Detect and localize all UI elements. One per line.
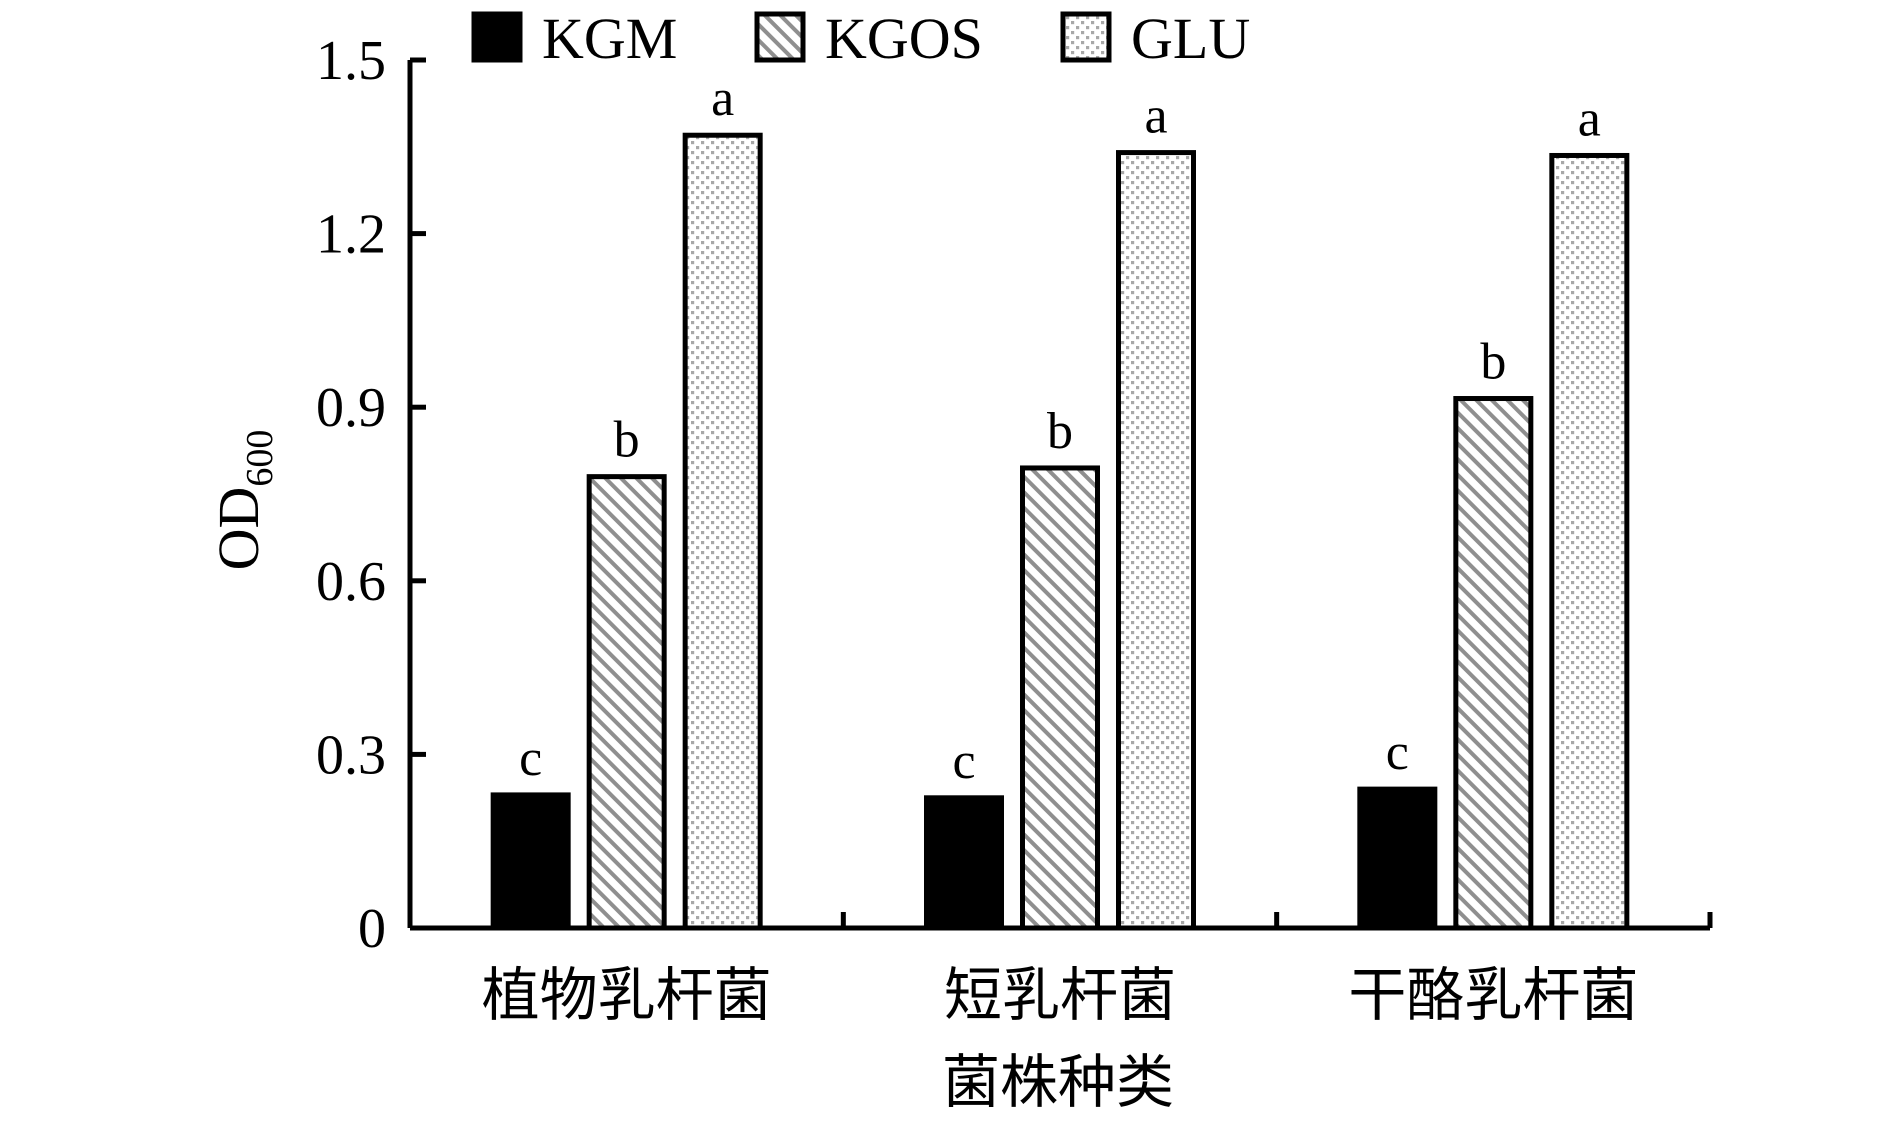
bar-kgos	[1453, 396, 1534, 931]
legend-swatch-kgos	[754, 11, 806, 63]
legend: KGM KGOS GLU	[471, 6, 1250, 71]
bar-glu	[1116, 150, 1196, 931]
legend-label-kgos: KGOS	[825, 6, 983, 71]
y-tick-label: 1.2	[316, 204, 386, 266]
y-tick-label: 0.9	[316, 377, 386, 439]
legend-swatch-kgm	[471, 11, 523, 63]
y-axis-title-subscript: 600	[239, 430, 281, 487]
bar-glu	[682, 132, 763, 931]
legend-label-glu: GLU	[1131, 6, 1250, 71]
x-category-label: 植物乳杆菌	[482, 963, 772, 1028]
bar-kgos	[1020, 465, 1100, 931]
bar-kgm	[490, 792, 571, 931]
y-axis: 0 0.3 0.6 0.9 1.2 1.5	[316, 30, 426, 960]
y-tick-label: 0.3	[316, 724, 386, 786]
bar-significance-label: c	[519, 730, 542, 787]
bars-group	[490, 132, 1630, 931]
legend-label-kgm: KGM	[542, 6, 677, 71]
x-axis-title: 菌株种类	[942, 1050, 1174, 1115]
y-tick-label: 0.6	[316, 551, 386, 613]
bar-significance-label: a	[711, 70, 734, 127]
data-labels-group: c b a c b a c b a	[519, 70, 1601, 790]
bar-significance-label: c	[1386, 724, 1409, 781]
legend-swatch-glu	[1060, 11, 1112, 63]
bar-significance-label: b	[614, 412, 640, 469]
bar-kgm	[1357, 786, 1438, 931]
y-axis-title-main: OD	[206, 487, 271, 571]
y-tick-label: 0	[358, 898, 386, 960]
y-tick-label: 1.5	[316, 30, 386, 92]
bar-significance-label: a	[1144, 88, 1167, 145]
bar-glu	[1549, 152, 1630, 931]
y-axis-title: OD600	[206, 430, 281, 571]
bar-kgos	[586, 474, 667, 931]
x-category-label: 干酪乳杆菌	[1348, 963, 1638, 1028]
bar-significance-label: b	[1047, 403, 1073, 460]
x-axis: 植物乳杆菌 短乳杆菌 干酪乳杆菌	[410, 912, 1713, 1028]
bar-significance-label: b	[1480, 334, 1506, 391]
bar-significance-label: c	[952, 733, 975, 790]
x-category-label: 短乳杆菌	[944, 963, 1176, 1028]
bar-significance-label: a	[1578, 90, 1601, 147]
bar-kgm	[924, 795, 1004, 931]
